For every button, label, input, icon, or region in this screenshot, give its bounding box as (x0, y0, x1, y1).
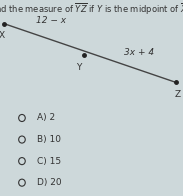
Text: B) 10: B) 10 (37, 135, 61, 144)
Text: A) 2: A) 2 (37, 113, 55, 122)
Text: D) 20: D) 20 (37, 178, 61, 187)
Text: X: X (0, 31, 5, 40)
Text: Y: Y (76, 63, 81, 72)
Text: Z: Z (174, 90, 181, 99)
Text: 12 − x: 12 − x (36, 16, 66, 25)
Text: 3x + 4: 3x + 4 (124, 48, 154, 57)
Text: Find the measure of $\overline{YZ}$ if $Y$ is the midpoint of $\overline{XZ}$.: Find the measure of $\overline{YZ}$ if $… (0, 2, 183, 17)
Text: C) 15: C) 15 (37, 157, 61, 166)
